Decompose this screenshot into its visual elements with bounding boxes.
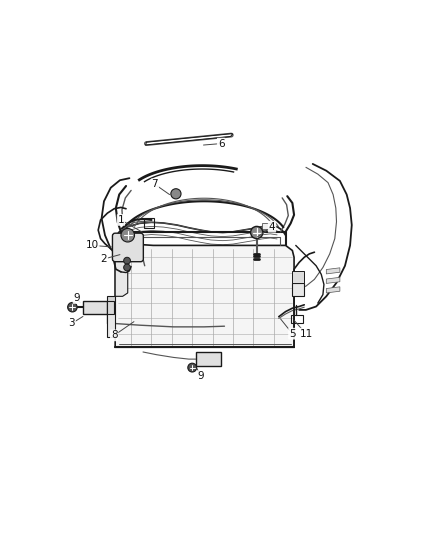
Polygon shape bbox=[115, 247, 128, 296]
Circle shape bbox=[171, 189, 181, 199]
Polygon shape bbox=[196, 352, 221, 366]
Circle shape bbox=[124, 264, 131, 271]
Circle shape bbox=[188, 363, 197, 372]
Text: 7: 7 bbox=[152, 179, 158, 189]
Polygon shape bbox=[262, 223, 272, 229]
Text: 9: 9 bbox=[74, 293, 80, 303]
Polygon shape bbox=[107, 302, 114, 314]
Polygon shape bbox=[326, 287, 340, 293]
Polygon shape bbox=[293, 271, 304, 282]
Polygon shape bbox=[293, 282, 304, 296]
FancyBboxPatch shape bbox=[113, 233, 143, 262]
Circle shape bbox=[251, 227, 263, 239]
Polygon shape bbox=[107, 296, 115, 305]
Polygon shape bbox=[326, 268, 340, 274]
Text: 1: 1 bbox=[118, 215, 124, 225]
Circle shape bbox=[67, 302, 77, 312]
Text: 5: 5 bbox=[289, 329, 296, 338]
Text: 11: 11 bbox=[299, 329, 313, 338]
Text: 4: 4 bbox=[268, 222, 276, 232]
Polygon shape bbox=[115, 245, 294, 347]
Text: 2: 2 bbox=[101, 254, 107, 264]
Polygon shape bbox=[326, 277, 340, 284]
Text: 10: 10 bbox=[85, 240, 99, 251]
Text: 8: 8 bbox=[111, 330, 117, 341]
Circle shape bbox=[121, 229, 134, 242]
Circle shape bbox=[124, 257, 131, 264]
Text: 6: 6 bbox=[218, 139, 224, 149]
Polygon shape bbox=[83, 302, 107, 314]
Polygon shape bbox=[107, 305, 115, 337]
Text: 9: 9 bbox=[198, 371, 204, 381]
Text: 3: 3 bbox=[68, 319, 75, 328]
